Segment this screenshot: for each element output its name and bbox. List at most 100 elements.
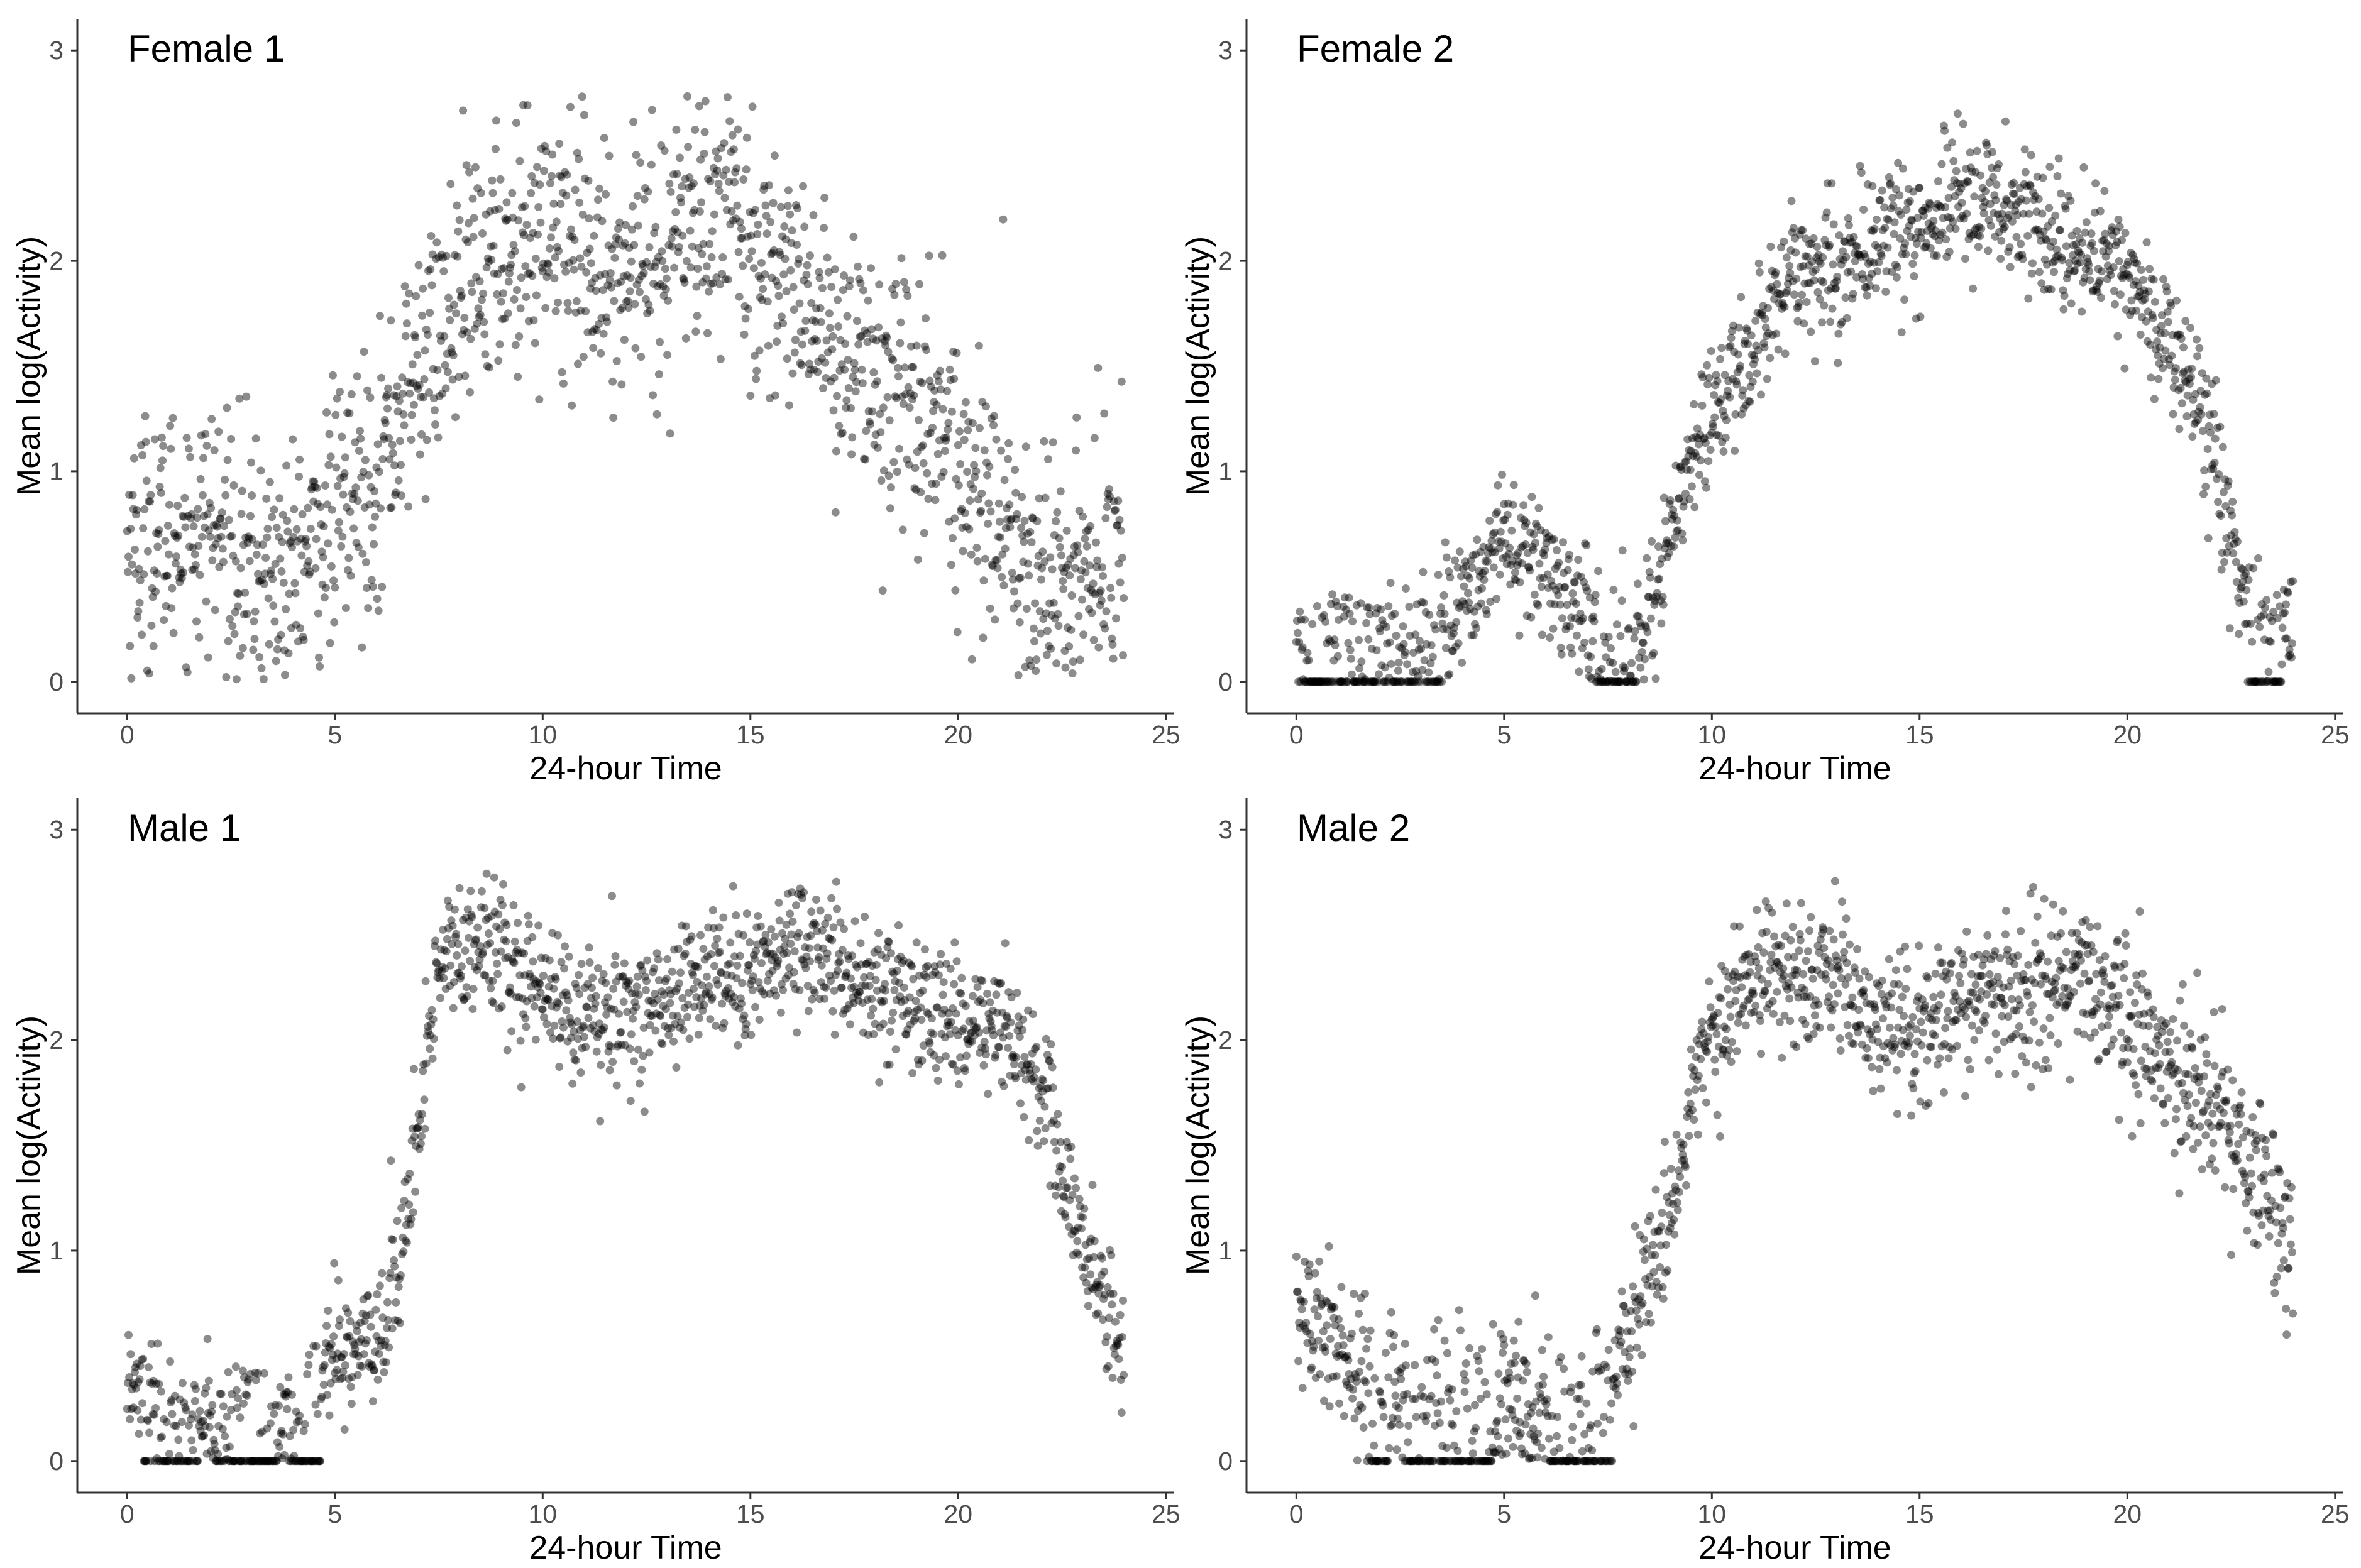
data-point [933, 1003, 942, 1012]
data-point [1917, 234, 1925, 243]
data-point [1297, 615, 1306, 624]
data-point [236, 564, 245, 573]
data-point [793, 933, 802, 941]
data-point [228, 532, 236, 540]
data-point [411, 333, 420, 342]
data-point [1018, 531, 1027, 540]
data-point [593, 1033, 602, 1042]
data-point [436, 994, 444, 1002]
data-point [1653, 589, 1661, 598]
data-point [602, 313, 611, 322]
data-point [486, 939, 495, 948]
data-point [493, 290, 502, 299]
x-tick-label: 15 [1905, 720, 1934, 749]
data-point [329, 576, 338, 585]
data-point [1589, 612, 1598, 621]
data-point [196, 474, 205, 483]
data-point [1113, 521, 1121, 530]
data-point [466, 957, 475, 965]
data-point [1023, 529, 1032, 538]
data-point [2133, 259, 2142, 268]
data-point [1443, 625, 1451, 634]
data-point [734, 929, 743, 938]
data-point [1042, 609, 1050, 618]
data-point [272, 524, 281, 532]
data-point [2211, 434, 2220, 443]
data-point [1110, 507, 1119, 515]
data-point [2268, 617, 2276, 625]
data-point [698, 278, 707, 287]
data-point [186, 452, 195, 461]
data-point [928, 424, 937, 432]
data-point [1544, 584, 1553, 592]
data-point [460, 314, 469, 322]
data-point [426, 265, 435, 273]
data-point [741, 1025, 750, 1033]
data-point [431, 420, 439, 429]
data-point [2118, 273, 2127, 282]
data-point [1460, 1388, 1469, 1396]
data-point [248, 535, 257, 544]
data-point [300, 1457, 309, 1466]
data-point [801, 326, 810, 335]
data-point [1726, 341, 1735, 350]
data-point [1856, 253, 1865, 261]
data-point [136, 576, 145, 584]
data-point [603, 317, 612, 326]
data-point [1413, 677, 1422, 686]
data-point [957, 973, 966, 982]
data-point [786, 210, 795, 219]
data-point [371, 512, 380, 521]
data-point [842, 396, 851, 405]
data-point [643, 309, 652, 318]
data-point [757, 258, 766, 267]
data-point [666, 990, 675, 999]
data-point [893, 468, 901, 476]
data-point [1782, 253, 1791, 262]
data-point [546, 179, 554, 188]
data-point [1867, 226, 1876, 235]
data-point [774, 282, 783, 290]
data-point [1103, 1332, 1111, 1341]
data-point [1670, 542, 1678, 551]
data-point [1366, 677, 1375, 686]
data-point [2038, 209, 2047, 218]
data-point [302, 542, 311, 551]
data-point [1025, 656, 1034, 665]
data-point [1006, 1018, 1015, 1027]
data-point [483, 914, 492, 923]
data-point [918, 441, 927, 450]
data-point [834, 295, 842, 304]
data-point [2057, 189, 2065, 198]
data-point [1292, 617, 1301, 625]
data-point [513, 945, 521, 954]
data-point [445, 304, 454, 313]
data-point [642, 977, 651, 985]
data-point [1329, 656, 1338, 665]
data-point [1642, 623, 1651, 632]
data-point [1404, 677, 1412, 686]
data-point [1383, 639, 1392, 648]
data-point [1298, 1384, 1307, 1393]
data-point [1745, 371, 1754, 380]
data-point [276, 1383, 285, 1391]
x-tick-label: 5 [1497, 720, 1511, 749]
data-point [1975, 222, 1983, 231]
data-point [795, 255, 803, 263]
data-point [507, 251, 516, 260]
data-point [1873, 267, 1882, 276]
data-point [1323, 639, 1331, 648]
data-point [1883, 243, 1892, 252]
data-point [529, 975, 538, 984]
data-point [123, 567, 132, 576]
data-point [451, 413, 460, 422]
data-point [157, 433, 166, 442]
data-point [2082, 218, 2091, 227]
data-point [700, 150, 708, 158]
data-point [926, 429, 935, 437]
data-point [139, 524, 148, 533]
data-point [690, 206, 699, 214]
data-point [386, 1269, 395, 1278]
